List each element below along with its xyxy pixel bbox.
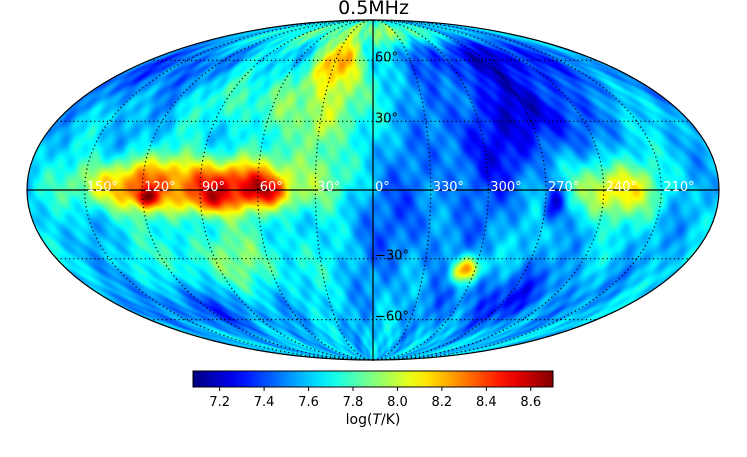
colorbar-ticks: 7.2 7.4 7.6 7.8 8.0 8.2 8.4 8.6: [209, 387, 541, 410]
longitude-label: 30°: [317, 180, 340, 195]
longitude-label: 300°: [490, 180, 521, 195]
longitude-label: 150°: [87, 180, 118, 195]
longitude-label: 270°: [548, 180, 579, 195]
colorbar: 7.2 7.4 7.6 7.8 8.0 8.2 8.4 8.6 log(T/K): [192, 370, 554, 428]
colorbar-gradient: [192, 370, 554, 388]
longitude-label: 240°: [606, 180, 637, 195]
longitude-label: 0°: [375, 180, 390, 195]
longitude-label: 330°: [433, 180, 464, 195]
latitude-labels: 60° 30° −30° −60°: [375, 50, 409, 324]
colorbar-tick-label: 8.0: [387, 395, 408, 410]
longitude-labels: 150° 120° 90° 60° 30° 0° 330° 300° 270° 240° 210°: [87, 180, 695, 195]
colorbar-label: log(T/K): [346, 412, 401, 428]
longitude-label: 90°: [202, 180, 225, 195]
latitude-label: −60°: [375, 310, 409, 325]
colorbar-tick-label: 8.2: [432, 395, 453, 410]
longitude-label: 120°: [144, 180, 175, 195]
latitude-label: −30°: [375, 249, 409, 264]
chart-title: 0.5MHz: [338, 0, 409, 19]
colorbar-tick-label: 8.6: [520, 395, 541, 410]
colorbar-tick-label: 7.6: [298, 395, 319, 410]
colorbar-tick-label: 7.4: [254, 395, 275, 410]
longitude-label: 210°: [663, 180, 694, 195]
latitude-label: 30°: [375, 111, 398, 126]
latitude-label: 60°: [375, 50, 398, 65]
colorbar-tick-label: 7.8: [343, 395, 364, 410]
colorbar-tick-label: 7.2: [209, 395, 230, 410]
longitude-label: 60°: [260, 180, 283, 195]
colorbar-tick-label: 8.4: [476, 395, 497, 410]
